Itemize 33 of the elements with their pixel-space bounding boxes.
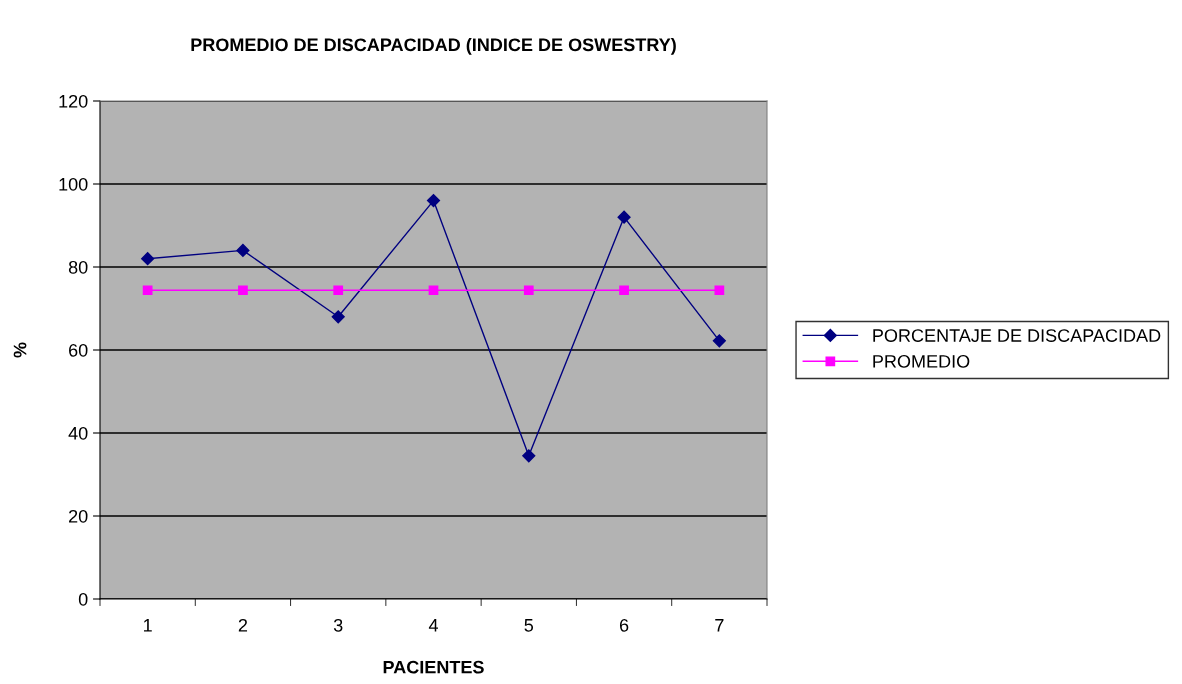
y-tick-label: 20 bbox=[69, 509, 88, 523]
x-tick-label: 7 bbox=[715, 619, 724, 632]
x-axis-title: PACIENTES bbox=[383, 660, 484, 674]
point bbox=[714, 285, 725, 296]
x-tick-label: 3 bbox=[333, 618, 343, 632]
x-tick-label: 1 bbox=[144, 619, 152, 632]
point bbox=[236, 243, 250, 257]
y-tick-label: 40 bbox=[68, 426, 88, 440]
point bbox=[428, 285, 439, 296]
y-tick-label: 80 bbox=[68, 260, 88, 274]
point bbox=[141, 252, 155, 266]
legend-label: PROMEDIO bbox=[873, 354, 970, 368]
point bbox=[522, 449, 536, 463]
x-tick-label: 4 bbox=[428, 619, 438, 632]
point bbox=[426, 194, 441, 208]
y-tick-label: 60 bbox=[69, 343, 88, 357]
y-axis-title: % bbox=[13, 342, 27, 358]
point bbox=[617, 210, 631, 224]
point bbox=[619, 285, 629, 296]
point bbox=[331, 310, 345, 324]
x-tick-label: 6 bbox=[619, 618, 629, 632]
point bbox=[333, 285, 344, 296]
y-tick-label: 100 bbox=[59, 177, 88, 191]
x-tick-label: 2 bbox=[238, 618, 248, 632]
point bbox=[712, 334, 726, 348]
x-tick-label: 5 bbox=[524, 619, 534, 632]
point bbox=[523, 285, 534, 296]
point bbox=[142, 285, 153, 296]
y-tick-label: 120 bbox=[59, 94, 88, 108]
chart-title: PROMEDIO DE DISCAPACIDAD (INDICE DE OSWESTRY) bbox=[191, 37, 676, 55]
y-tick-label: 0 bbox=[78, 592, 88, 606]
point bbox=[238, 285, 248, 296]
legend-label: PORCENTAJE DE DISCAPACIDAD bbox=[873, 329, 1161, 342]
